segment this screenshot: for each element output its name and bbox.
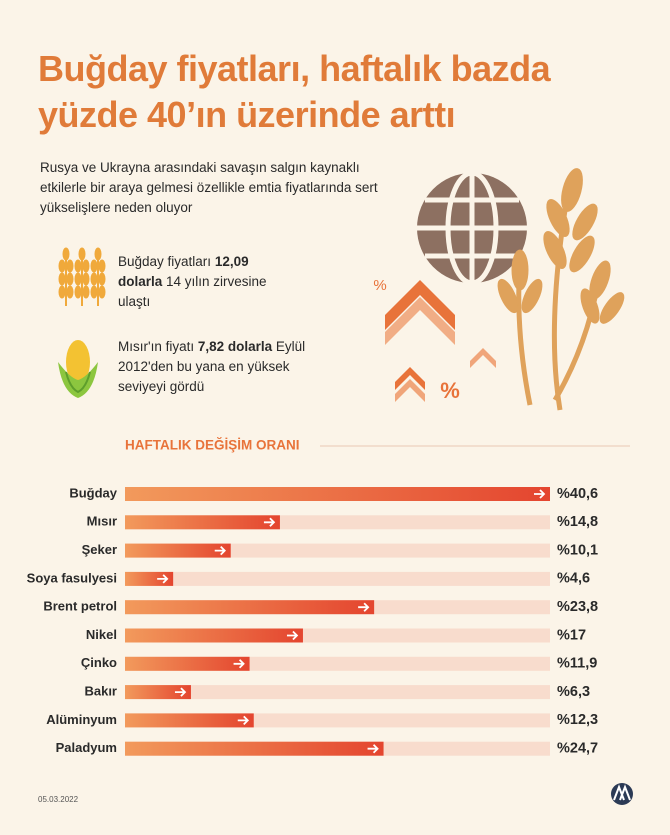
arrow-icon (174, 687, 187, 697)
value-label: %40,6 (557, 486, 598, 502)
arrow-illustration (385, 280, 496, 402)
bar-track (125, 685, 550, 700)
value-label: %6,3 (557, 684, 590, 700)
bar (125, 543, 231, 558)
bold-text: 12,09 dolarla (118, 254, 249, 289)
bar (125, 656, 250, 671)
bar (125, 628, 303, 643)
intro-line: yükselişlere neden oluyor (40, 200, 193, 215)
text: Buğday fiyatları (118, 254, 215, 269)
corn-icon (58, 340, 98, 398)
category-label: Mısır (87, 514, 117, 529)
percent-symbol: % (373, 277, 386, 294)
arrow-icon (214, 545, 226, 556)
date: 05.03.2022 (38, 795, 79, 804)
bold-text: 7,82 dolarla (197, 339, 273, 354)
intro: Rusya ve Ukrayna arasındaki savaşın salg… (40, 158, 378, 218)
category-label: Brent petrol (43, 599, 117, 614)
arrow-icon (157, 574, 169, 584)
arrow-icon (263, 517, 276, 527)
category-label: Bakır (84, 684, 117, 699)
wheat-icon (58, 247, 106, 306)
bar (125, 515, 280, 530)
globe-illustration (417, 170, 527, 286)
arrow-icon (286, 630, 299, 641)
category-label: Şeker (82, 542, 117, 557)
text: Mısır'ın fiyatı (118, 339, 198, 354)
value-label: %11,9 (557, 656, 597, 672)
category-label: Paladyum (56, 740, 117, 755)
arrow-icon (233, 659, 245, 669)
value-label: %10,1 (557, 542, 598, 558)
bar (125, 741, 384, 756)
title-line: Buğday fiyatları, haftalık bazda (38, 48, 551, 89)
category-label: Alüminyum (46, 712, 117, 727)
value-label: %24,7 (557, 741, 598, 757)
arrow-icon (358, 602, 370, 612)
value-label: %14,8 (557, 514, 598, 530)
bar-track (125, 571, 550, 586)
bar (125, 571, 174, 586)
value-label: %17 (557, 627, 586, 643)
title: Buğday fiyatları, haftalık bazda yüzde 4… (38, 46, 551, 138)
category-label: Soya fasulyesi (27, 570, 117, 585)
arrow-icon (534, 489, 546, 499)
percent-symbol: % (440, 378, 460, 403)
aa-logo (611, 783, 633, 805)
text: Eylül 2012'den bu yana en yüksek seviyey… (118, 339, 306, 394)
highlight: Mısır'ın fiyatı 7,82 dolarla Eylül 2012'… (118, 337, 323, 397)
bar (125, 487, 550, 501)
bar (125, 713, 254, 728)
category-label: Nikel (86, 627, 117, 642)
value-label: %4,6 (557, 571, 590, 587)
title-line: yüzde 40’ın üzerinde arttı (38, 94, 456, 135)
intro-line: etkilerle bir araya gelmesi özellikle em… (40, 180, 378, 195)
wheat-illustration (497, 168, 625, 411)
highlight: Buğday fiyatları 12,09 dolarla 14 yılın … (118, 252, 293, 312)
category-label: Buğday (69, 485, 117, 500)
intro-line: Rusya ve Ukrayna arasındaki savaşın salg… (40, 160, 360, 175)
bar-track (125, 543, 550, 558)
bar (125, 600, 375, 615)
bar (125, 685, 191, 700)
category-label: Çinko (81, 655, 117, 670)
chart-title: HAFTALIK DEĞİŞİM ORANI (125, 438, 300, 453)
value-label: %23,8 (557, 599, 598, 615)
arrow-icon (367, 744, 379, 754)
arrow-icon (237, 715, 250, 726)
text: 14 yılın zirvesine ulaştı (118, 274, 267, 309)
value-label: %12,3 (557, 712, 598, 728)
